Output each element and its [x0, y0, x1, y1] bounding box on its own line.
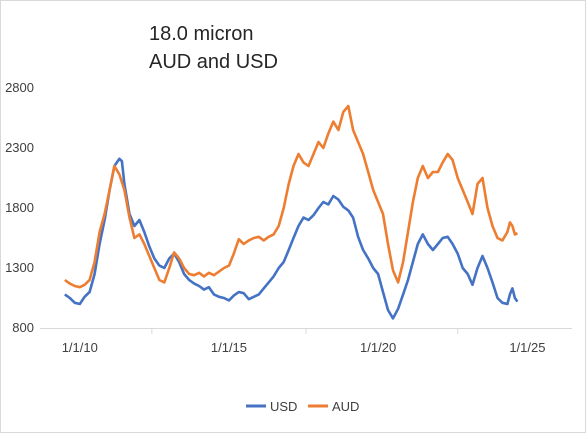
- legend-label-aud: AUD: [332, 399, 359, 414]
- series-line-aud: [64, 104, 518, 289]
- legend: USD AUD: [246, 399, 359, 414]
- series-lines: [64, 104, 519, 320]
- axes: 800 1300 1800 2300 2800 1/1/10 1/1/15 1/1/20 1/1…: [5, 80, 572, 355]
- x-tick-label: 1/1/25: [509, 340, 545, 355]
- y-tick-label: 2300: [5, 140, 34, 155]
- legend-label-usd: USD: [270, 399, 297, 414]
- x-tick-label: 1/1/20: [360, 340, 396, 355]
- chart-title-line-1: 18.0 micron: [149, 23, 254, 45]
- y-tick-label: 1300: [5, 260, 34, 275]
- chart-title-line-2: AUD and USD: [149, 51, 278, 73]
- x-tick-label: 1/1/15: [211, 340, 247, 355]
- y-tick-label: 1800: [5, 200, 34, 215]
- x-tick-label: 1/1/10: [62, 340, 98, 355]
- y-tick-label: 800: [12, 320, 34, 335]
- y-tick-label: 2800: [5, 80, 34, 95]
- series-line-usd: [64, 157, 519, 320]
